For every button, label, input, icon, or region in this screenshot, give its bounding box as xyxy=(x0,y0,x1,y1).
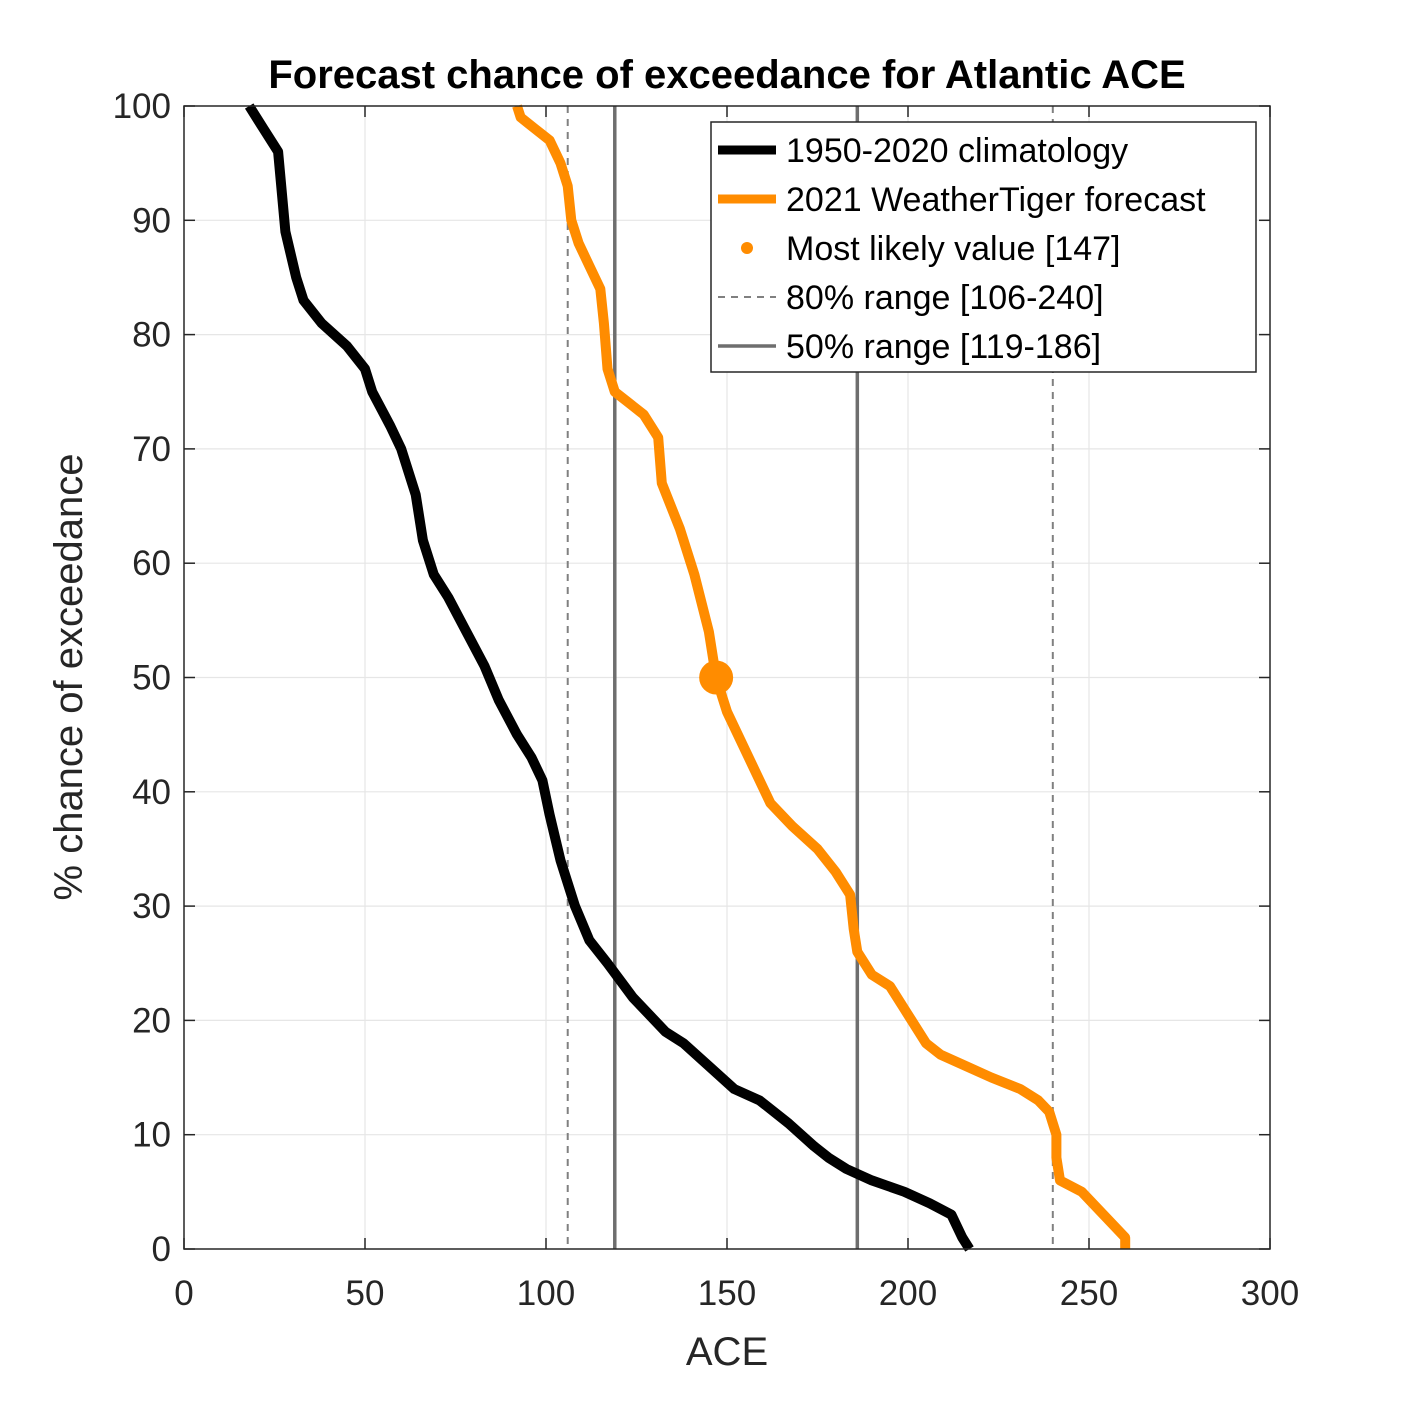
legend-box xyxy=(710,121,1257,373)
y-tick-label: 30 xyxy=(132,887,171,926)
legend-label-forecast: 2021 WeatherTiger forecast xyxy=(786,181,1206,219)
x-axis-label: ACE xyxy=(686,1330,768,1374)
series-group xyxy=(244,103,1131,1252)
y-tick-label: 10 xyxy=(132,1116,171,1155)
x-tick-label: 300 xyxy=(1241,1274,1299,1313)
y-tick-label: 50 xyxy=(132,659,171,698)
y-tick-label: 0 xyxy=(152,1230,171,1269)
y-axis-label: % chance of exceedance xyxy=(47,454,91,901)
y-tick-label: 80 xyxy=(132,316,171,355)
y-tick-labels: 0 10 20 30 40 50 60 70 80 90 100 xyxy=(113,87,171,1269)
chart-title: Forecast chance of exceedance for Atlant… xyxy=(268,53,1185,97)
legend: 1950-2020 climatology 2021 WeatherTiger … xyxy=(710,121,1257,373)
axes-frame xyxy=(183,105,1271,1250)
x-tick-label: 250 xyxy=(1060,1274,1118,1313)
x-tick-label: 150 xyxy=(698,1274,756,1313)
series-line xyxy=(512,104,1131,1249)
legend-label-most-likely: Most likely value [147] xyxy=(786,230,1121,268)
y-tick-label: 70 xyxy=(132,430,171,469)
legend-label-climatology: 1950-2020 climatology xyxy=(786,132,1128,170)
y-tick-label: 20 xyxy=(132,1001,171,1040)
legend-swatch-most-likely xyxy=(741,242,753,254)
x-tick-label: 50 xyxy=(346,1274,385,1313)
legend-label-80-range: 80% range [106-240] xyxy=(786,279,1104,317)
x-tick-label: 200 xyxy=(879,1274,937,1313)
most-likely-marker xyxy=(699,660,734,695)
legend-label-50-range: 50% range [119-186] xyxy=(786,328,1101,366)
y-tick-label: 90 xyxy=(132,201,171,240)
x-tick-labels: 0 50 100 150 200 250 300 xyxy=(174,1274,1299,1313)
series-line xyxy=(244,103,974,1252)
x-tick-label: 100 xyxy=(517,1274,575,1313)
y-tick-label: 100 xyxy=(113,87,171,126)
x-tick-label: 0 xyxy=(174,1274,193,1313)
y-tick-label: 40 xyxy=(132,773,171,812)
y-tick-label: 60 xyxy=(132,544,171,583)
